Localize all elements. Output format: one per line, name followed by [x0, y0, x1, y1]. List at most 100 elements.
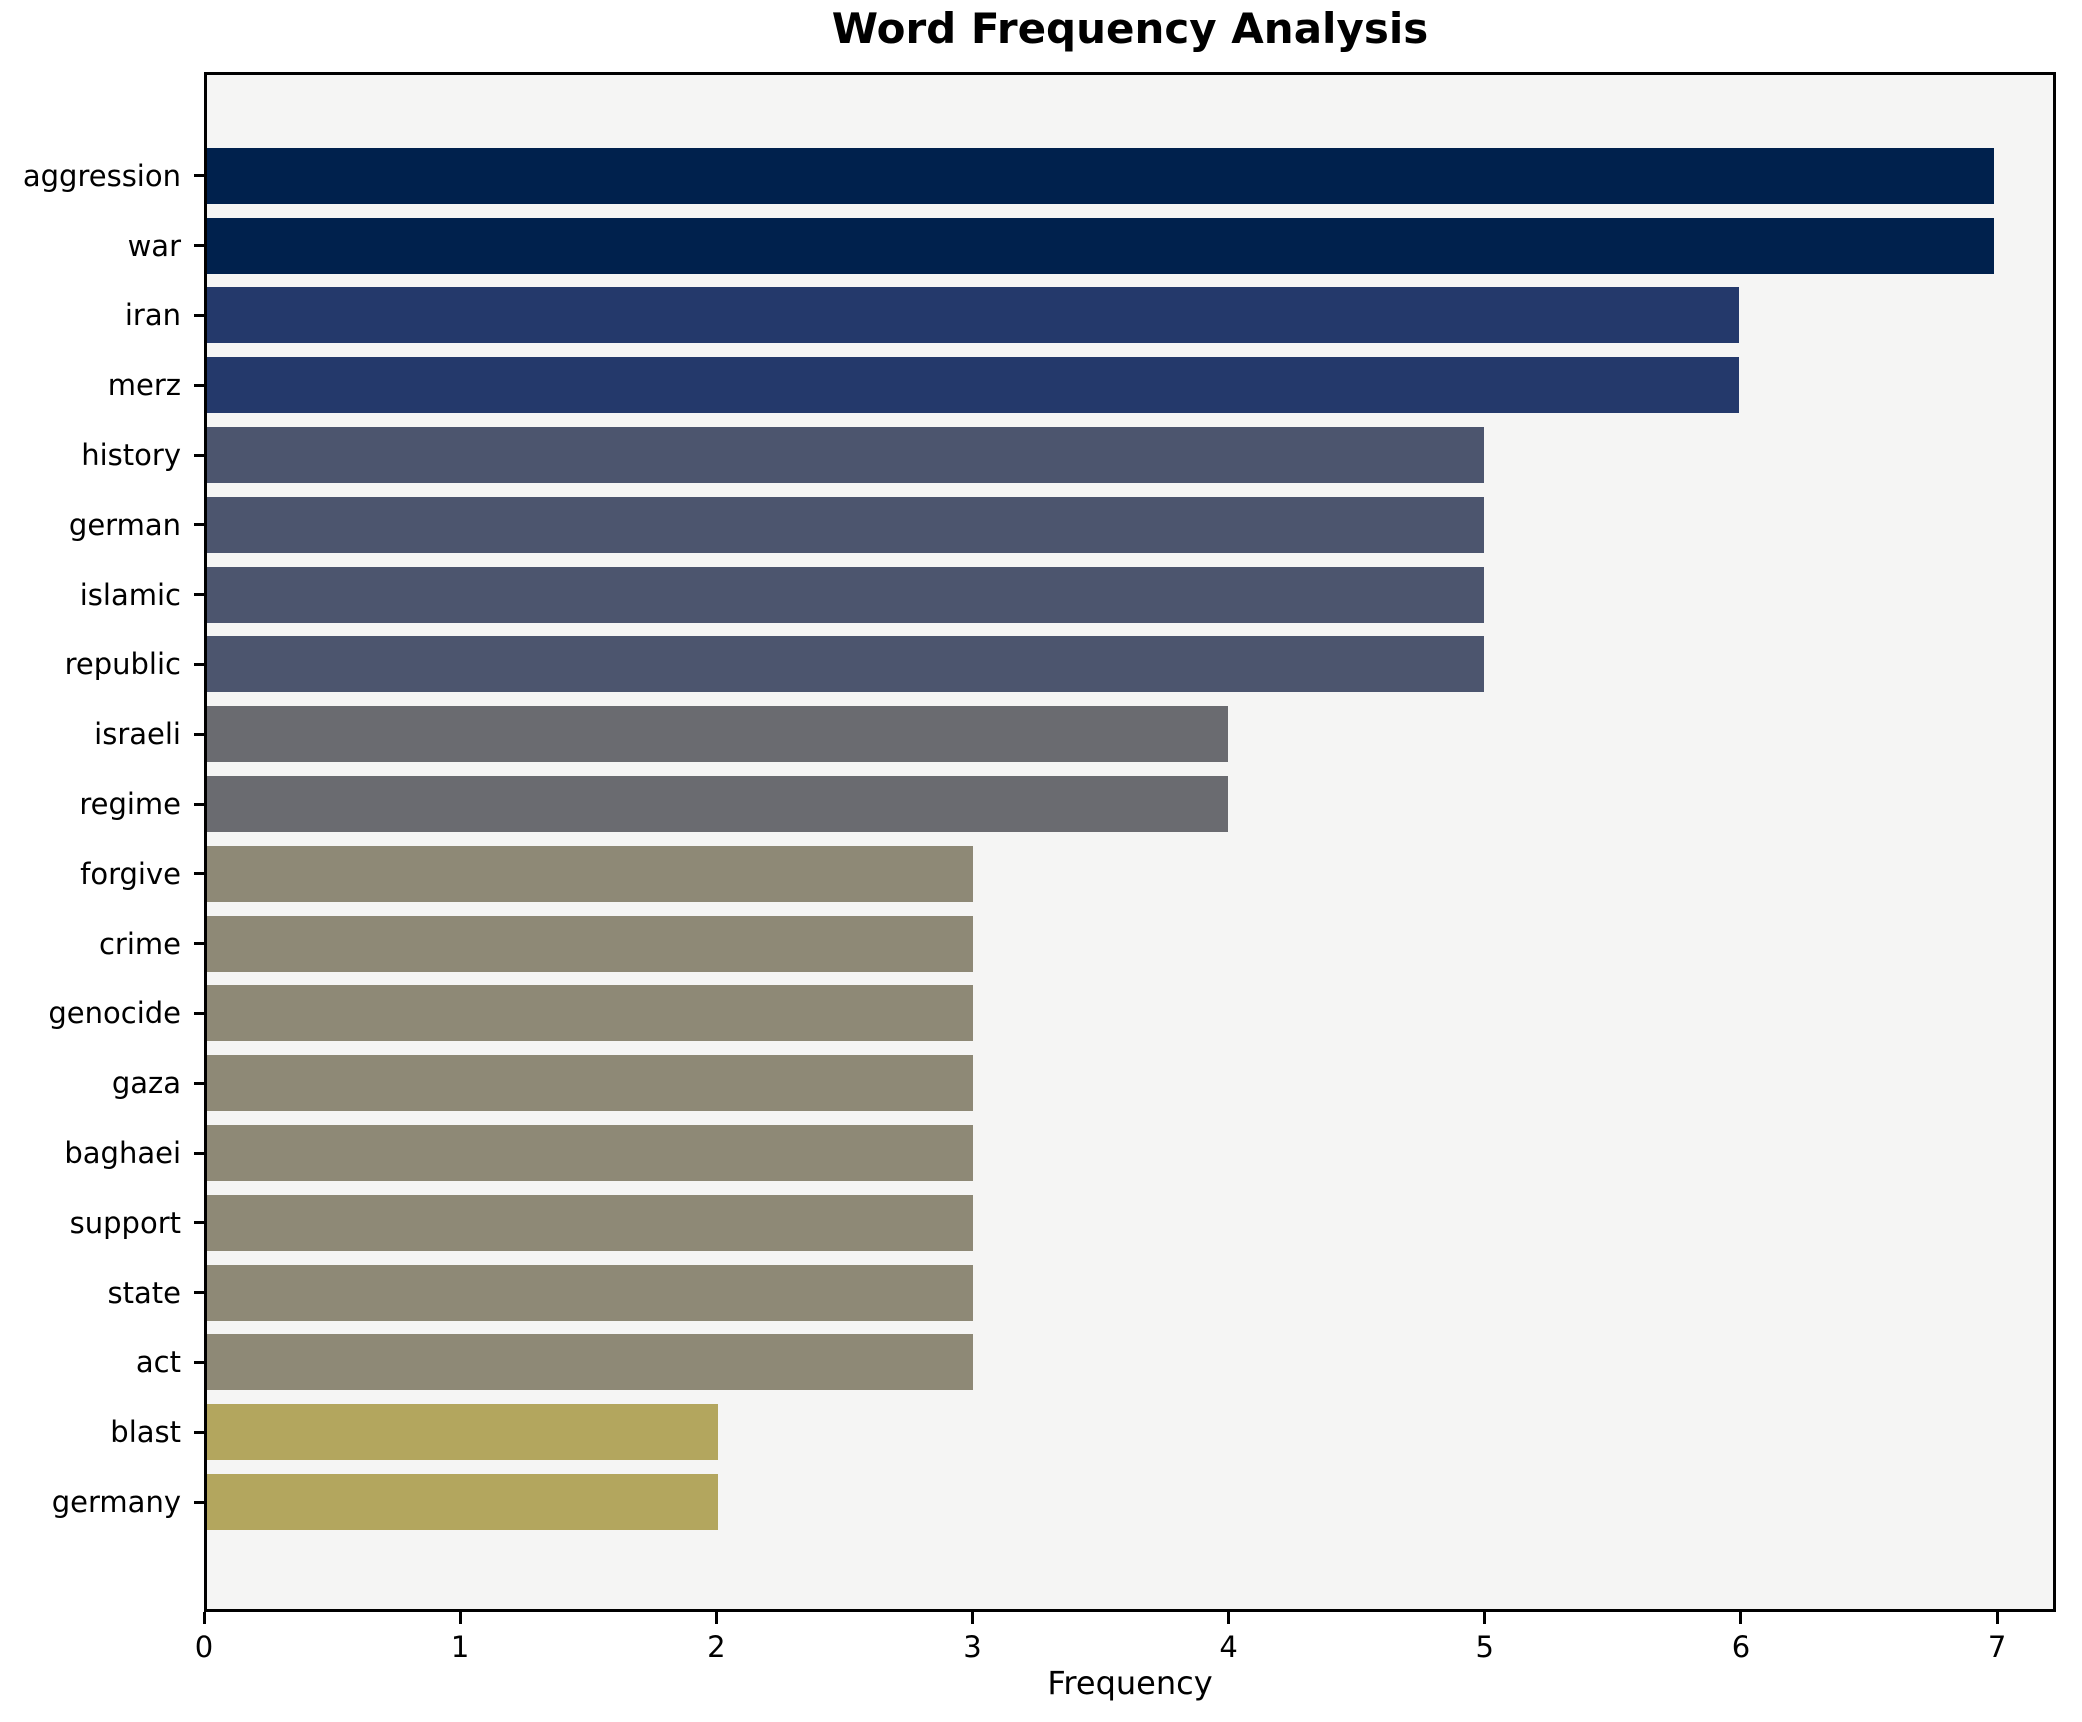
- bar: [207, 427, 1484, 484]
- y-tick-mark: [194, 313, 204, 317]
- bar-row: gaza: [112, 1048, 2053, 1118]
- y-tick-mark: [194, 244, 204, 248]
- y-tick-mark: [194, 1360, 204, 1364]
- y-axis-label: forgive: [80, 856, 181, 891]
- bar: [207, 845, 973, 902]
- bar-row: baghaei: [64, 1118, 2053, 1188]
- bar: [207, 1404, 718, 1461]
- bar-row: genocide: [48, 979, 2053, 1049]
- bar: [207, 357, 1739, 414]
- bar: [207, 915, 973, 972]
- plot-area: aggression war iran merz history german islami…: [23, 72, 2056, 1612]
- bar: [207, 1334, 973, 1391]
- y-axis-label: baghaei: [64, 1136, 181, 1171]
- y-axis-label: crime: [98, 926, 181, 961]
- bar: [207, 1474, 718, 1531]
- y-axis-label: germany: [51, 1485, 181, 1520]
- bar: [207, 1264, 973, 1321]
- y-axis-label: blast: [110, 1415, 181, 1450]
- y-axis-label: support: [69, 1205, 181, 1240]
- bar-row: state: [108, 1258, 2053, 1328]
- y-tick-mark: [194, 453, 204, 457]
- bar: [207, 636, 1484, 693]
- x-axis-label: Frequency: [1047, 1664, 1213, 1702]
- x-axis: 0 1 2 3 4 5 6 7: [195, 1612, 2056, 1692]
- y-axis-label: aggression: [22, 158, 181, 193]
- bars-area: aggression war iran merz history german islami…: [23, 141, 2053, 1537]
- bar-row: aggression: [23, 141, 2053, 211]
- y-axis-label: republic: [64, 647, 181, 682]
- bar-row: blast: [110, 1397, 2053, 1467]
- bar: [207, 566, 1484, 623]
- bar-row: history: [81, 420, 2053, 490]
- y-tick-mark: [194, 1430, 204, 1434]
- bar: [207, 496, 1484, 553]
- y-axis-label: state: [107, 1275, 181, 1310]
- bar-row: israeli: [94, 699, 2053, 769]
- y-tick-mark: [194, 1081, 204, 1085]
- bar: [207, 217, 1995, 274]
- y-axis-label: gaza: [111, 1066, 181, 1101]
- y-tick-mark: [194, 523, 204, 527]
- y-tick-mark: [194, 1291, 204, 1295]
- bar-row: islamic: [80, 560, 2053, 630]
- y-tick-mark: [194, 1151, 204, 1155]
- x-tick-label: 0: [194, 1630, 214, 1664]
- y-tick-mark: [194, 872, 204, 876]
- bar-row: war: [128, 211, 2053, 281]
- x-tick-mark: [714, 1612, 718, 1624]
- bar: [207, 1125, 973, 1182]
- x-tick-label: 7: [1987, 1630, 2007, 1664]
- y-tick-mark: [194, 174, 204, 178]
- y-axis-label: iran: [124, 298, 181, 333]
- bar: [207, 1194, 973, 1251]
- bar-row: crime: [99, 909, 2053, 979]
- x-tick-label: 6: [1731, 1630, 1751, 1664]
- bar-row: support: [70, 1188, 2053, 1258]
- x-tick-mark: [1227, 1612, 1231, 1624]
- y-axis-label: merz: [107, 368, 181, 403]
- x-tick-label: 3: [963, 1630, 982, 1664]
- y-axis-label: genocide: [48, 996, 181, 1031]
- bar: [207, 1055, 973, 1112]
- y-tick-mark: [194, 942, 204, 946]
- x-tick-label: 4: [1219, 1630, 1238, 1664]
- x-tick-mark: [1995, 1612, 1999, 1624]
- y-axis-label: history: [81, 438, 181, 473]
- x-tick-mark: [202, 1612, 206, 1624]
- bar: [207, 287, 1739, 344]
- y-axis-label: german: [68, 507, 181, 542]
- bar-row: iran: [125, 281, 2053, 351]
- y-tick-mark: [194, 593, 204, 597]
- y-axis-label: islamic: [79, 577, 181, 612]
- bar: [207, 776, 1229, 833]
- y-tick-mark: [194, 1011, 204, 1015]
- bar-row: regime: [79, 769, 2053, 839]
- y-tick-mark: [194, 662, 204, 666]
- bar: [207, 706, 1229, 763]
- x-tick-mark: [970, 1612, 974, 1624]
- x-tick-label: 5: [1475, 1630, 1494, 1664]
- x-tick-label: 2: [707, 1630, 726, 1664]
- y-tick-mark: [194, 802, 204, 806]
- y-axis-label: act: [135, 1345, 181, 1380]
- bar-row: forgive: [80, 839, 2053, 909]
- bar-row: germany: [52, 1467, 2053, 1537]
- y-tick-mark: [194, 1221, 204, 1225]
- y-axis-label: israeli: [94, 717, 181, 752]
- bar-row: german: [69, 490, 2053, 560]
- chart-title: Word Frequency Analysis: [831, 4, 1429, 53]
- y-tick-mark: [194, 732, 204, 736]
- bar: [207, 985, 973, 1042]
- y-tick-mark: [194, 1500, 204, 1504]
- y-axis-label: regime: [79, 787, 181, 822]
- x-tick-mark: [458, 1612, 462, 1624]
- bar-row: merz: [108, 350, 2053, 420]
- y-axis-label: war: [127, 228, 181, 263]
- bar: [207, 147, 1995, 204]
- x-tick-mark: [1739, 1612, 1743, 1624]
- x-tick-mark: [1483, 1612, 1487, 1624]
- bar-row: republic: [65, 630, 2053, 700]
- bar-row: act: [136, 1328, 2053, 1398]
